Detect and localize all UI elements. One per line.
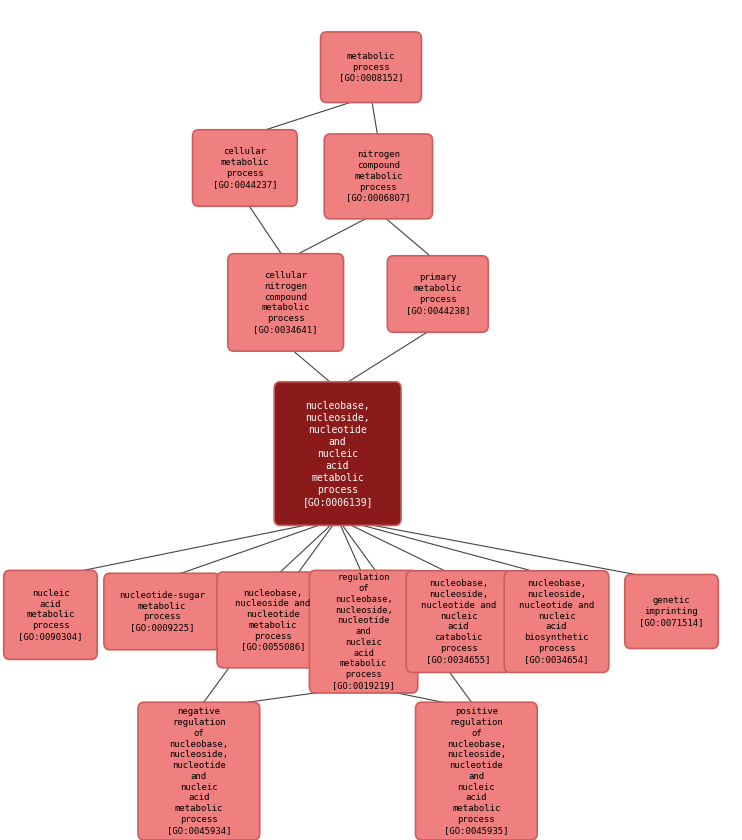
Text: regulation
of
nucleobase,
nucleoside,
nucleotide
and
nucleic
acid
metabolic
proc: regulation of nucleobase, nucleoside, nu… <box>332 574 395 690</box>
FancyBboxPatch shape <box>275 381 401 526</box>
FancyBboxPatch shape <box>416 702 537 840</box>
Text: nucleobase,
nucleoside,
nucleotide and
nucleic
acid
catabolic
process
[GO:003465: nucleobase, nucleoside, nucleotide and n… <box>421 580 496 664</box>
Text: negative
regulation
of
nucleobase,
nucleoside,
nucleotide
and
nucleic
acid
metab: negative regulation of nucleobase, nucle… <box>167 707 231 835</box>
FancyBboxPatch shape <box>324 134 433 218</box>
FancyBboxPatch shape <box>138 702 260 840</box>
Text: positive
regulation
of
nucleobase,
nucleoside,
nucleotide
and
nucleic
acid
metab: positive regulation of nucleobase, nucle… <box>444 707 508 835</box>
FancyBboxPatch shape <box>387 255 488 332</box>
Text: genetic
imprinting
[GO:0071514]: genetic imprinting [GO:0071514] <box>640 596 703 627</box>
FancyBboxPatch shape <box>625 575 718 648</box>
FancyBboxPatch shape <box>104 573 220 650</box>
Text: primary
metabolic
process
[GO:0044238]: primary metabolic process [GO:0044238] <box>406 273 470 315</box>
Text: nucleobase,
nucleoside,
nucleotide and
nucleic
acid
biosynthetic
process
[GO:003: nucleobase, nucleoside, nucleotide and n… <box>519 580 594 664</box>
FancyBboxPatch shape <box>193 129 297 206</box>
Text: nucleobase,
nucleoside,
nucleotide
and
nucleic
acid
metabolic
process
[GO:000613: nucleobase, nucleoside, nucleotide and n… <box>302 401 373 507</box>
Text: nucleotide-sugar
metabolic
process
[GO:0009225]: nucleotide-sugar metabolic process [GO:0… <box>119 591 205 633</box>
Text: nitrogen
compound
metabolic
process
[GO:0006807]: nitrogen compound metabolic process [GO:… <box>347 150 410 202</box>
FancyBboxPatch shape <box>217 572 329 668</box>
FancyBboxPatch shape <box>309 570 418 693</box>
FancyBboxPatch shape <box>228 254 344 351</box>
Text: cellular
nitrogen
compound
metabolic
process
[GO:0034641]: cellular nitrogen compound metabolic pro… <box>254 271 318 333</box>
FancyBboxPatch shape <box>505 571 609 672</box>
Text: metabolic
process
[GO:0008152]: metabolic process [GO:0008152] <box>339 52 403 82</box>
Text: cellular
metabolic
process
[GO:0044237]: cellular metabolic process [GO:0044237] <box>213 147 277 189</box>
Text: nucleic
acid
metabolic
process
[GO:0090304]: nucleic acid metabolic process [GO:00903… <box>19 589 82 641</box>
FancyBboxPatch shape <box>321 32 421 102</box>
FancyBboxPatch shape <box>4 570 97 659</box>
Text: nucleobase,
nucleoside and
nucleotide
metabolic
process
[GO:0055086]: nucleobase, nucleoside and nucleotide me… <box>235 589 311 651</box>
FancyBboxPatch shape <box>407 571 511 672</box>
